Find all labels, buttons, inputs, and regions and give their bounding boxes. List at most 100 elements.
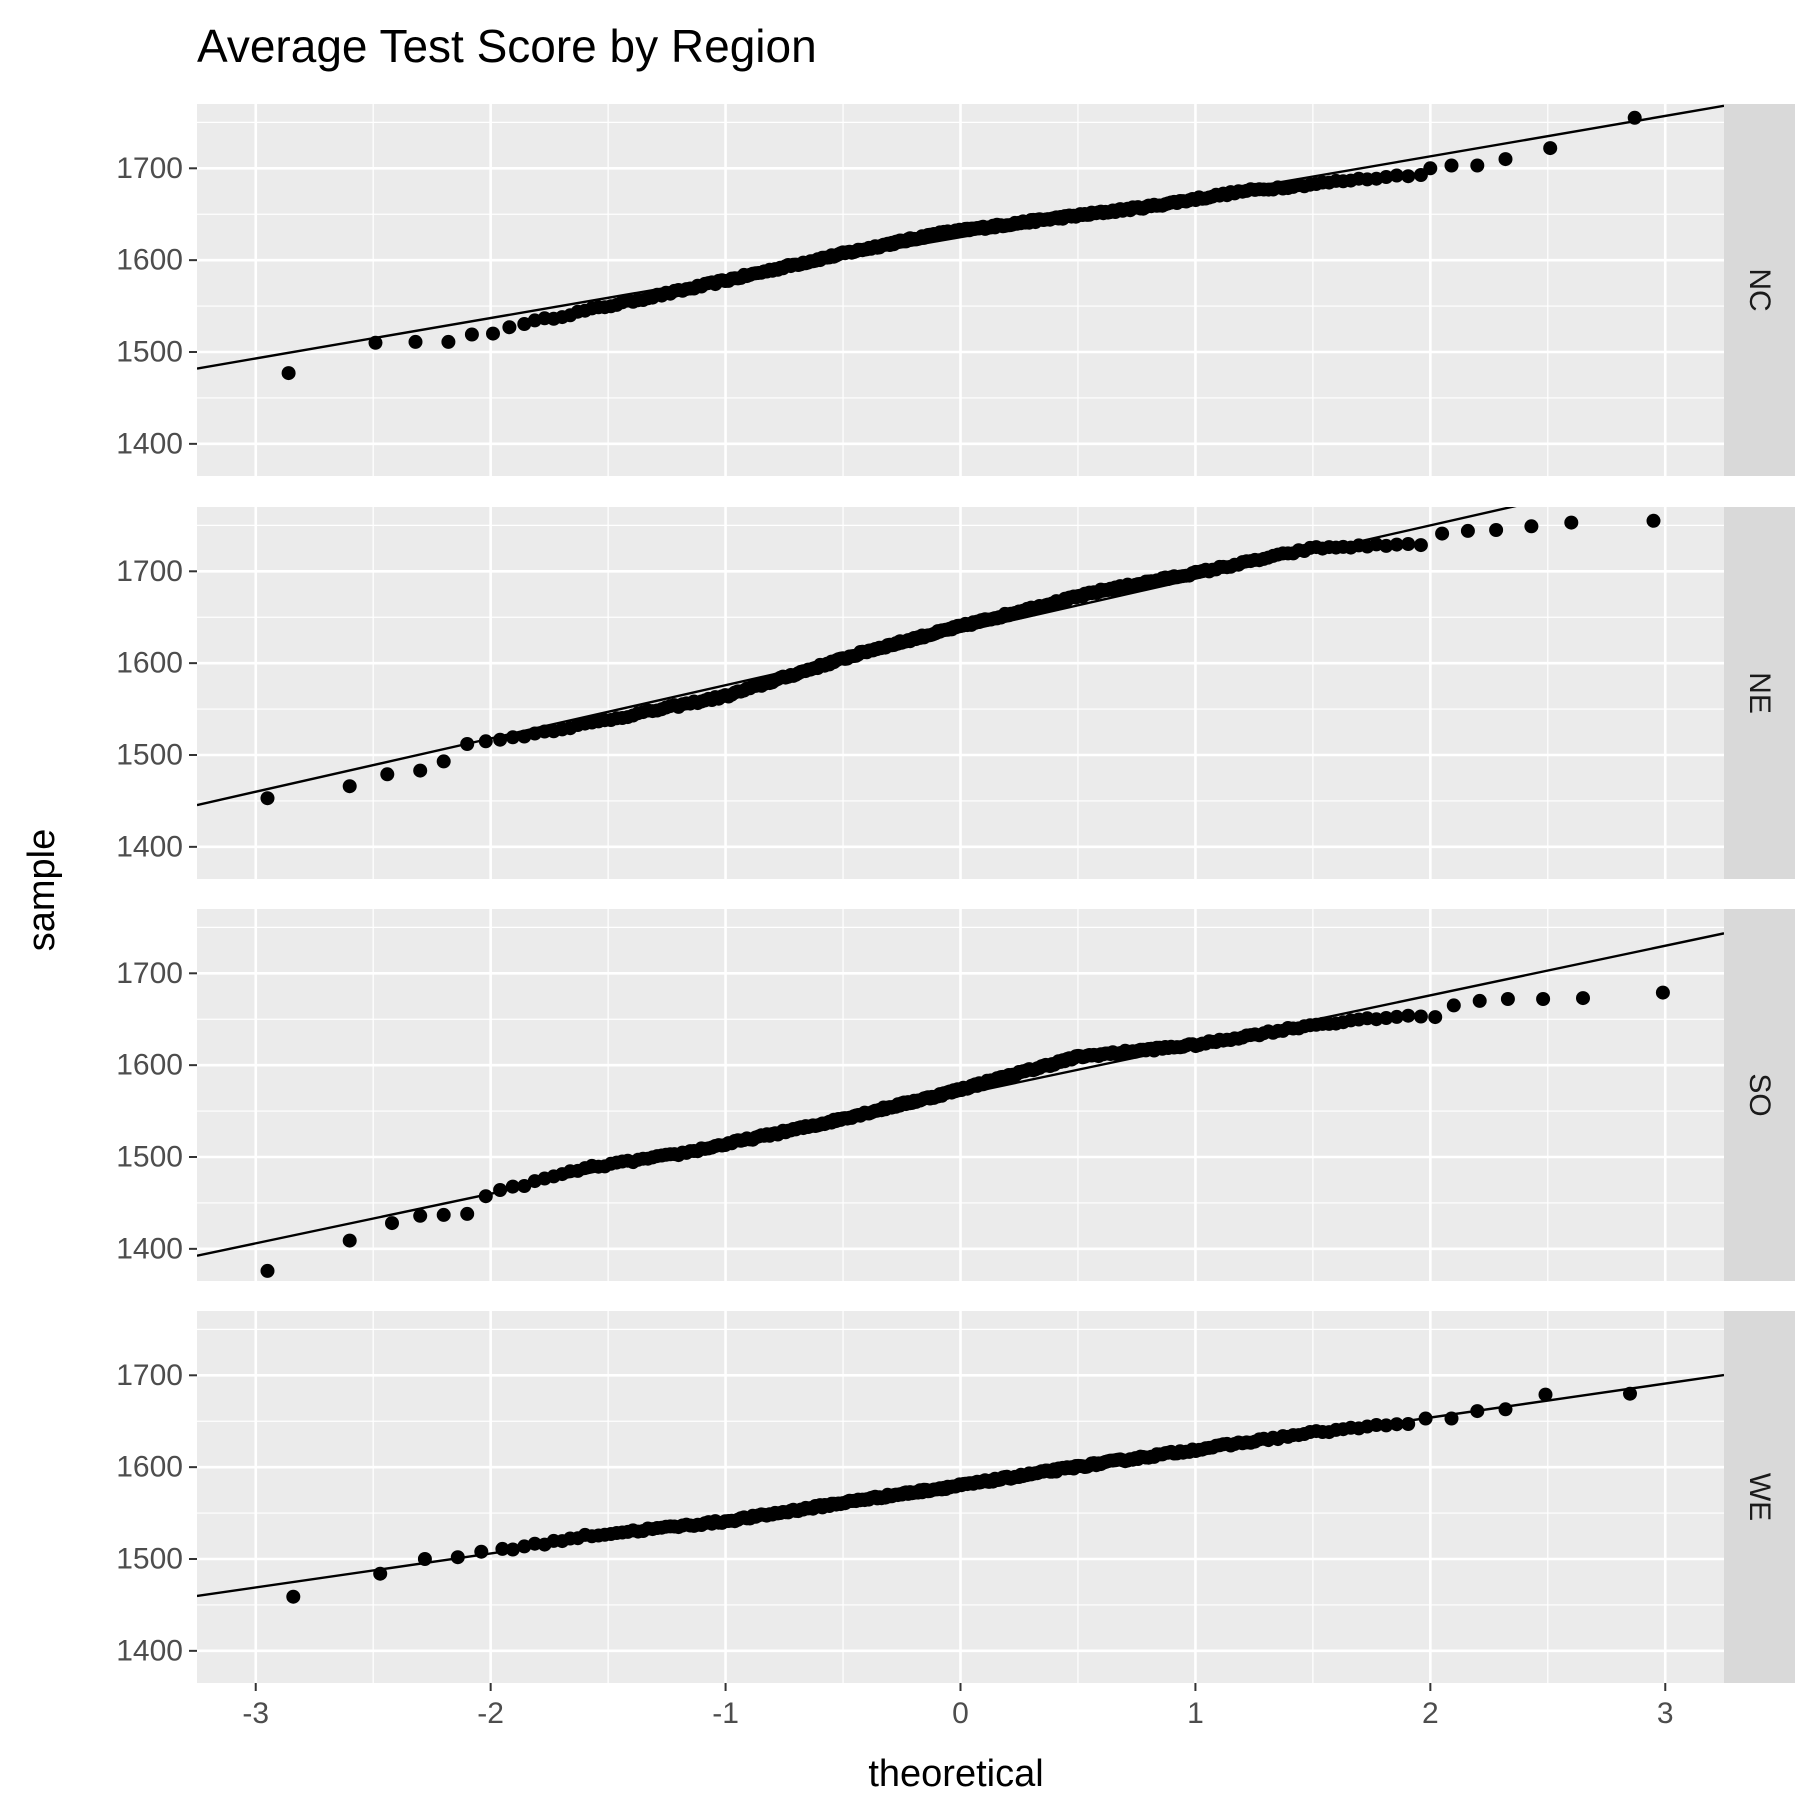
qq-point-extreme [1576,991,1590,1006]
qq-point-extreme [1655,985,1670,1000]
qq-point [517,1539,532,1554]
facet-panel-so: SO 1400 1500 1600 1700 [116,909,1795,1281]
x-axis-title: theoretical [868,1753,1043,1795]
panel-data [197,932,1724,1278]
qq-point [517,1179,532,1193]
facet-strip-label: SO [1743,1073,1776,1116]
qq-point-extreme [413,763,428,778]
qq-point-extreme [413,1208,428,1223]
y-tick-label: 1400 [116,1232,183,1265]
y-tick-label: 1600 [116,244,183,277]
qq-point [1369,1418,1384,1432]
x-tick-label: -3 [242,1697,269,1730]
qq-point-extreme [436,754,451,769]
qq-point [517,317,532,331]
panel-grid [197,909,1724,1281]
qq-point-extreme [1538,1387,1553,1402]
qq-point-extreme [260,1263,275,1278]
qq-point-extreme [286,1589,301,1604]
qq-point-extreme [464,327,479,342]
qq-point-extreme [436,1207,451,1222]
y-tick-label: 1400 [116,427,183,460]
facet-strip [1724,909,1795,1281]
qq-point-extreme [1444,158,1459,173]
facet-strip [1724,104,1795,476]
y-tick-label: 1600 [116,1451,183,1484]
facet-panel-ne: NE 1400 1500 1600 1700 [116,507,1795,879]
qq-point-extreme [1500,992,1515,1006]
facet-strip-label: WE [1743,1473,1776,1521]
facet-panel-nc: NC 1400 1500 1600 1700 [116,104,1795,476]
y-tick-label: 1700 [116,957,183,990]
qq-point-extreme [1472,993,1487,1008]
qq-point-extreme [460,737,475,751]
y-tick-label: 1500 [116,1543,183,1576]
qq-point [505,1542,520,1557]
y-tick-label: 1700 [116,152,183,185]
qq-point-extreme [342,779,357,794]
qq-point-extreme [1646,513,1661,528]
qq-point [1379,538,1394,553]
qq-point-extreme [368,335,383,350]
qq-point [478,1189,493,1204]
qq-point-extreme [460,1206,475,1221]
qq-point [1389,168,1404,183]
panel-data [197,1373,1724,1604]
panel-data [197,104,1724,381]
facet-strip-label: NE [1743,672,1776,714]
qq-point-extreme [385,1216,399,1231]
qq-point-extreme [1489,523,1504,537]
x-tick-label: 0 [952,1697,969,1730]
y-tick-label: 1500 [116,739,183,772]
y-tick-label: 1400 [116,1634,183,1667]
qq-point-extreme [380,767,395,782]
qq-point-extreme [281,366,296,381]
qq-point-extreme [417,1552,432,1566]
qq-point-extreme [1444,1411,1459,1426]
qq-point-extreme [1418,1411,1433,1426]
qq-point [1428,1010,1443,1025]
qq-point [505,730,520,745]
x-tick-label: 3 [1657,1697,1674,1730]
qq-point [1379,1418,1394,1433]
x-tick-label: 2 [1422,1697,1439,1730]
qq-point [493,732,508,747]
qq-point [1401,537,1416,551]
y-tick-label: 1700 [116,1359,183,1392]
qq-point-extreme [1498,152,1513,167]
y-axis-title: sample [21,829,63,952]
qq-point-extreme [486,326,500,341]
qq-point-extreme [1543,141,1558,156]
qq-point [1379,1011,1394,1025]
qq-point-extreme [1446,998,1461,1013]
facet-strip-label: NC [1743,268,1776,311]
qq-point [1413,538,1428,553]
y-tick-label: 1500 [116,336,183,369]
qq-point-extreme [342,1233,357,1248]
qq-point-extreme [408,334,423,349]
qq-point-extreme [1435,526,1450,541]
y-tick-label: 1700 [116,555,183,588]
facet-panel-we: WE 1400 1500 1600 1700 [116,1311,1795,1683]
qq-point-extreme [1498,1402,1513,1417]
panel-data [197,507,1661,807]
facet-panels: NC 1400 1500 1600 1700 NE 1400 1500 1600 1700 SO 14… [116,104,1795,1683]
x-tick-label: -2 [477,1697,504,1730]
qq-point-extreme [1460,523,1475,538]
qq-point-extreme [441,334,456,349]
y-tick-label: 1500 [116,1141,183,1174]
qq-point-extreme [1470,158,1485,173]
panel-grid [197,507,1724,879]
qq-point [1401,1417,1416,1431]
qq-point [1413,1009,1428,1024]
qq-point-extreme [474,1544,489,1559]
qq-point [1389,537,1404,552]
y-tick-label: 1400 [116,830,183,863]
facet-strip [1724,1311,1795,1683]
qq-point-extreme [450,1550,465,1565]
x-axis: -3 -2 -1 0 1 2 3 [242,1683,1674,1730]
qq-point-extreme [502,320,517,335]
qq-point [505,1179,520,1194]
qq-point [1401,169,1416,184]
